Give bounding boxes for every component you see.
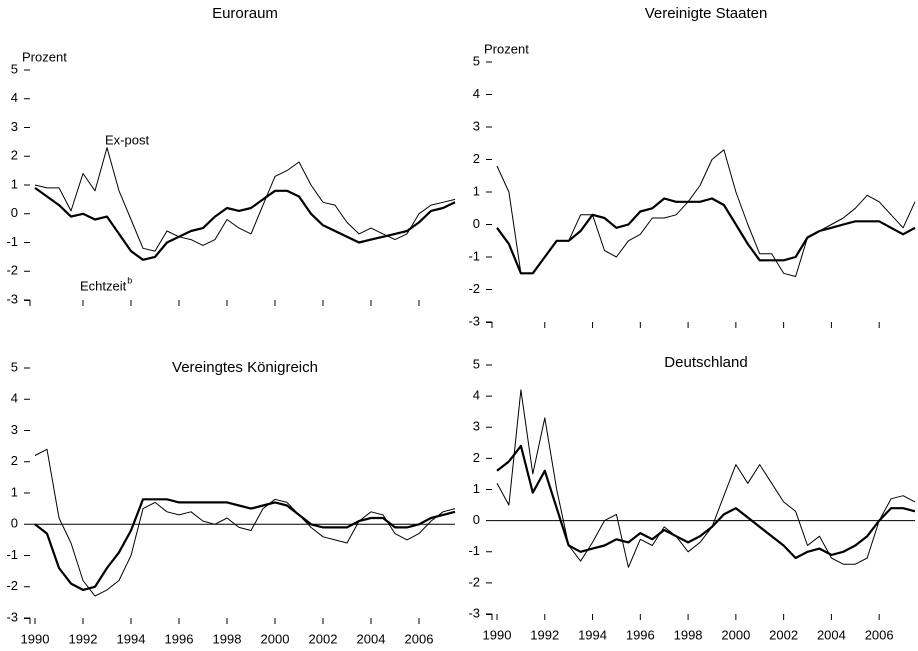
chart-title: Deutschland <box>664 354 747 371</box>
series-line <box>34 147 456 252</box>
x-tick-label: 1996 <box>165 631 194 646</box>
y-tick-label: 4 <box>473 388 480 403</box>
y-tick-label: 0 <box>473 512 480 527</box>
y-tick-label: -3 <box>468 605 480 620</box>
y-tick-label: -3 <box>6 609 18 624</box>
y-axis-label: Prozent <box>484 41 529 56</box>
y-tick-label: 4 <box>473 86 480 101</box>
x-tick-label: 1992 <box>69 631 98 646</box>
chart-title: Vereingtes Königreich <box>172 359 318 376</box>
y-tick-label: 1 <box>11 484 18 499</box>
y-tick-label: 2 <box>473 151 480 166</box>
chart-title: Vereinigte Staaten <box>645 5 768 22</box>
x-tick-label: 2002 <box>309 631 338 646</box>
x-tick-label: 2006 <box>405 631 434 646</box>
y-tick-label: 1 <box>473 183 480 198</box>
series-line <box>496 389 916 568</box>
y-tick-label: 5 <box>473 356 480 371</box>
x-tick-label: 1990 <box>21 631 50 646</box>
y-tick-label: -3 <box>468 313 480 328</box>
x-tick-label: 2004 <box>357 631 386 646</box>
y-tick-label: 1 <box>11 176 18 191</box>
y-tick-label: -2 <box>468 574 480 589</box>
series-line <box>34 187 456 261</box>
y-tick-label: -2 <box>6 578 18 593</box>
x-tick-label: 2000 <box>261 631 290 646</box>
series-label: Ex-post <box>105 132 149 147</box>
y-tick-label: -2 <box>6 263 18 278</box>
y-tick-label: 5 <box>473 53 480 68</box>
series-line <box>34 498 456 591</box>
x-tick-label: 1990 <box>483 627 512 642</box>
x-tick-label: 2002 <box>769 627 798 642</box>
y-tick-label: -1 <box>6 234 18 249</box>
series-line <box>496 197 916 275</box>
x-tick-label: 1994 <box>117 631 146 646</box>
y-tick-label: 3 <box>473 118 480 133</box>
series-line <box>34 448 456 597</box>
y-tick-label: 3 <box>473 419 480 434</box>
x-tick-label: 2004 <box>817 627 846 642</box>
y-tick-label: 2 <box>11 453 18 468</box>
series-label: Echtzeit <box>80 278 127 293</box>
y-tick-label: 0 <box>11 205 18 220</box>
y-tick-label: 0 <box>473 216 480 231</box>
series-line <box>496 444 916 560</box>
y-tick-label: 0 <box>11 516 18 531</box>
x-tick-label: 1992 <box>530 627 559 642</box>
series-line <box>496 149 916 277</box>
y-tick-label: 3 <box>11 119 18 134</box>
x-tick-label: 2006 <box>865 627 894 642</box>
y-tick-label: 3 <box>11 422 18 437</box>
y-tick-label: 4 <box>11 90 18 105</box>
y-tick-label: 2 <box>11 148 18 163</box>
y-tick-label: -1 <box>468 248 480 263</box>
x-tick-label: 1996 <box>626 627 655 642</box>
y-tick-label: 5 <box>11 359 18 374</box>
x-tick-label: 2000 <box>721 627 750 642</box>
chart-title: Euroraum <box>212 5 278 22</box>
x-tick-label: 1998 <box>213 631 242 646</box>
y-tick-label: -1 <box>468 543 480 558</box>
y-tick-label: 4 <box>11 391 18 406</box>
y-tick-label: -2 <box>468 281 480 296</box>
y-tick-label: 1 <box>473 481 480 496</box>
y-tick-label: 5 <box>11 61 18 76</box>
y-axis-label: Prozent <box>22 49 67 64</box>
y-tick-label: -1 <box>6 547 18 562</box>
y-tick-label: 2 <box>473 450 480 465</box>
x-tick-label: 1994 <box>578 627 607 642</box>
series-label-note: b <box>127 275 132 285</box>
y-tick-label: -3 <box>6 291 18 306</box>
x-tick-label: 1998 <box>674 627 703 642</box>
